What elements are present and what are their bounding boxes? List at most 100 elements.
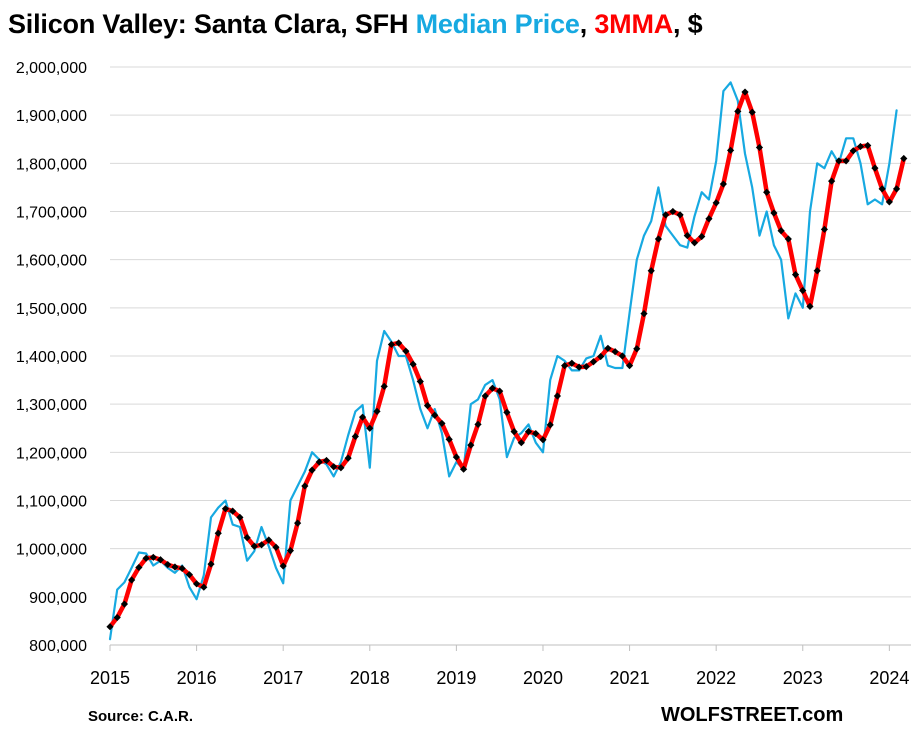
data-point-3mma bbox=[726, 146, 735, 154]
data-point-3mma bbox=[452, 453, 460, 461]
data-point-3mma bbox=[459, 465, 468, 473]
title-part-3mma: 3MMA bbox=[594, 9, 674, 39]
y-tick-label: 1,500,000 bbox=[16, 301, 87, 318]
data-point-3mma bbox=[214, 529, 222, 537]
data-point-3mma bbox=[156, 556, 165, 564]
data-point-3mma bbox=[409, 360, 417, 368]
y-tick-label: 1,200,000 bbox=[16, 445, 87, 462]
data-point-3mma bbox=[395, 339, 403, 347]
data-point-3mma bbox=[892, 185, 901, 193]
x-tick-label: 2016 bbox=[177, 668, 217, 688]
data-point-3mma bbox=[344, 454, 352, 462]
data-point-3mma bbox=[777, 227, 785, 235]
y-tick-label: 900,000 bbox=[29, 590, 87, 607]
data-point-3mma bbox=[380, 382, 388, 390]
data-point-3mma bbox=[640, 310, 648, 318]
data-point-3mma bbox=[142, 554, 150, 562]
data-point-3mma bbox=[871, 164, 879, 172]
y-tick-label: 1,100,000 bbox=[16, 494, 87, 511]
data-point-3mma bbox=[828, 177, 836, 185]
data-point-3mma bbox=[791, 270, 800, 279]
data-point-3mma bbox=[496, 387, 504, 395]
data-point-3mma bbox=[373, 407, 381, 415]
y-tick-label: 1,000,000 bbox=[16, 542, 87, 559]
data-point-3mma bbox=[748, 108, 756, 116]
data-point-3mma bbox=[164, 560, 172, 569]
brand-label: WOLFSTREET.com bbox=[661, 704, 844, 726]
x-tick-label: 2022 bbox=[696, 668, 736, 688]
data-point-3mma bbox=[294, 519, 302, 527]
data-point-3mma bbox=[358, 413, 367, 421]
data-point-3mma bbox=[243, 533, 251, 542]
data-point-3mma bbox=[402, 347, 410, 355]
y-tick-label: 800,000 bbox=[29, 638, 87, 655]
data-point-3mma bbox=[589, 358, 598, 366]
data-point-3mma bbox=[192, 580, 201, 588]
data-point-3mma bbox=[820, 225, 829, 233]
data-point-3mma bbox=[755, 143, 764, 152]
data-point-3mma bbox=[741, 88, 749, 96]
data-point-3mma bbox=[474, 420, 482, 428]
data-point-3mma bbox=[286, 546, 295, 555]
data-point-3mma bbox=[510, 428, 518, 436]
data-point-3mma bbox=[900, 154, 908, 163]
data-point-3mma bbox=[676, 211, 684, 219]
data-point-3mma bbox=[553, 392, 562, 400]
data-point-3mma bbox=[106, 623, 114, 631]
data-point-3mma bbox=[431, 411, 439, 419]
data-point-3mma bbox=[120, 600, 129, 608]
data-point-3mma bbox=[467, 441, 475, 449]
data-point-3mma bbox=[236, 513, 244, 521]
data-point-3mma bbox=[207, 560, 215, 568]
y-tick-label: 1,700,000 bbox=[16, 205, 87, 222]
data-point-3mma bbox=[835, 157, 843, 165]
title-part-sep: , bbox=[579, 9, 595, 39]
data-point-3mma bbox=[113, 613, 121, 622]
data-point-3mma bbox=[763, 188, 771, 196]
data-point-3mma bbox=[185, 571, 193, 579]
data-point-3mma bbox=[532, 429, 540, 438]
chart-title: Silicon Valley: Santa Clara, SFH Median … bbox=[8, 9, 703, 40]
data-point-3mma bbox=[135, 563, 143, 572]
data-point-3mma bbox=[712, 199, 720, 207]
data-point-3mma bbox=[229, 507, 237, 515]
series-lines bbox=[107, 81, 907, 641]
data-point-3mma bbox=[387, 340, 396, 349]
data-point-3mma bbox=[799, 286, 807, 295]
data-point-3mma bbox=[178, 564, 186, 573]
data-point-3mma bbox=[128, 576, 136, 584]
y-axis-labels: 800,000 900,000 1,000,000 1,100,000 1,200,00… bbox=[16, 60, 87, 655]
data-point-3mma bbox=[719, 180, 727, 188]
data-point-3mma bbox=[351, 432, 359, 441]
data-point-3mma bbox=[416, 377, 424, 386]
x-tick-label: 2015 bbox=[90, 668, 130, 688]
data-point-3mma bbox=[438, 419, 446, 428]
x-tick-label: 2021 bbox=[610, 668, 650, 688]
series-line-3mma bbox=[107, 89, 907, 629]
data-point-3mma bbox=[683, 231, 691, 240]
title-part-dollar: , $ bbox=[673, 9, 703, 39]
data-point-3mma bbox=[561, 362, 569, 370]
data-point-3mma bbox=[524, 428, 533, 436]
data-point-3mma bbox=[337, 464, 345, 472]
data-point-3mma bbox=[654, 235, 663, 243]
data-point-3mma bbox=[842, 157, 850, 165]
data-point-3mma bbox=[669, 207, 677, 216]
data-point-3mma bbox=[423, 402, 432, 410]
data-point-3mma bbox=[517, 439, 525, 447]
data-point-3mma bbox=[633, 345, 641, 353]
data-point-3mma bbox=[171, 563, 179, 571]
data-point-3mma bbox=[575, 363, 583, 371]
data-point-3mma bbox=[770, 209, 778, 217]
y-tick-label: 1,600,000 bbox=[16, 253, 87, 270]
data-point-3mma bbox=[611, 348, 619, 356]
data-point-3mma bbox=[568, 359, 576, 367]
data-point-3mma bbox=[690, 239, 699, 247]
data-point-3mma bbox=[734, 107, 742, 115]
data-point-3mma bbox=[257, 541, 266, 549]
data-point-3mma bbox=[662, 211, 670, 219]
data-point-3mma bbox=[539, 436, 547, 444]
data-point-3mma bbox=[149, 553, 157, 561]
data-point-3mma bbox=[597, 352, 605, 361]
